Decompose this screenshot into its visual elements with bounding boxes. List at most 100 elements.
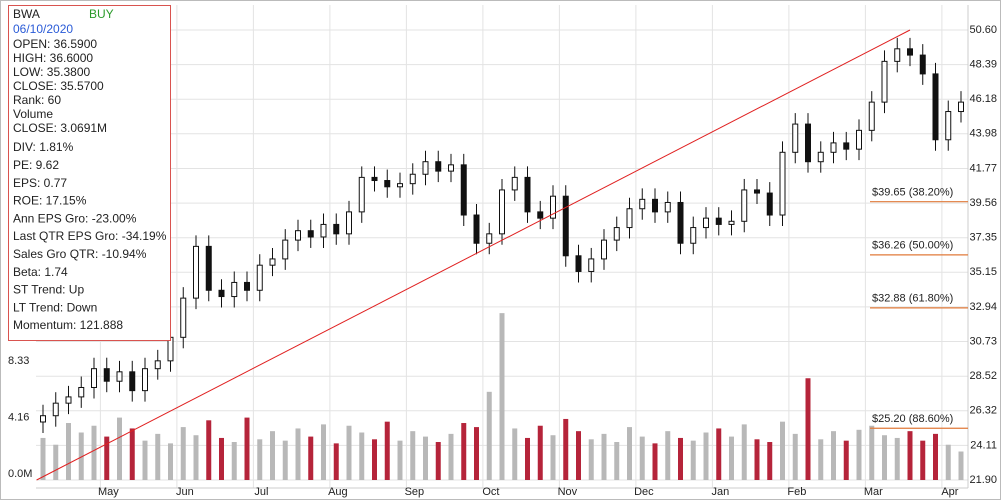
fib-label: $36.26 (50.00%) (872, 240, 953, 252)
candle-body (154, 360, 161, 370)
volume-bar (780, 421, 785, 480)
candle-body (562, 195, 569, 257)
volume (40, 313, 964, 480)
candle-body (180, 297, 187, 338)
fib-label: $32.88 (61.80%) (872, 293, 953, 305)
volume-bar (665, 431, 671, 480)
candle-body (256, 264, 263, 291)
volume-bar (129, 428, 135, 480)
candle-body (575, 255, 582, 272)
volume-bar (193, 435, 199, 480)
candle-body (805, 123, 811, 163)
candle-body (295, 230, 301, 241)
volume-bar (461, 423, 467, 480)
candle-body (715, 217, 722, 225)
info-line: Beta: 1.74 (13, 265, 68, 279)
volume-tick-label: 0.0M (8, 468, 32, 480)
info-line: ST Trend: Up (13, 283, 84, 297)
y-tick-label: 50.60 (969, 24, 997, 36)
candle-body (843, 142, 850, 150)
candle-body (728, 220, 735, 225)
candle-body (703, 217, 709, 229)
volume-bar (91, 425, 97, 480)
volume-bar (945, 444, 951, 480)
volume-bar (767, 442, 773, 480)
x-tick-label: Jan (712, 486, 730, 498)
volume-bar (117, 417, 122, 480)
volume-bar (525, 437, 530, 480)
y-tick-label: 35.15 (969, 266, 997, 278)
volume-bar (435, 442, 441, 480)
candle-body (499, 189, 505, 235)
volume-bar (741, 424, 747, 480)
volume-bar (333, 443, 339, 480)
candle-body (588, 258, 595, 272)
y-tick-label: 26.32 (969, 405, 997, 417)
candle-body (486, 233, 493, 244)
candle-body (945, 111, 952, 141)
volume-bar (690, 440, 696, 480)
volume-bar (499, 313, 505, 480)
volume-bar (869, 425, 875, 480)
candle-body (320, 223, 327, 238)
volume-bar (716, 428, 722, 480)
candle-body (932, 73, 939, 141)
candle-body (677, 201, 684, 244)
volume-bar (678, 437, 683, 480)
volume-bar (652, 443, 658, 480)
x-tick-label: Feb (787, 486, 806, 498)
y-tick-label: 39.56 (969, 197, 997, 209)
volume-bar (576, 431, 581, 480)
trendline (36, 29, 911, 481)
candle-body (52, 402, 59, 417)
candle-body (754, 189, 760, 194)
volume-bar (219, 437, 224, 480)
candle-body (142, 368, 148, 392)
price (40, 37, 964, 433)
y-tick-label: 21.90 (969, 474, 997, 486)
volume-bar (282, 440, 288, 480)
y-tick-label: 48.39 (969, 59, 997, 71)
volume-bar (244, 417, 250, 480)
info-line: Sales Gro QTR: -10.94% (13, 247, 147, 261)
overlays: $39.65 (38.20%) $36.26 (50.00%) $32.88 (61… (36, 29, 968, 481)
volume-bar (410, 431, 416, 480)
y-tick-label: 24.11 (970, 439, 997, 451)
candle-body (435, 161, 442, 172)
candle-body (333, 223, 340, 235)
volume-bar (346, 425, 352, 480)
volume-bar (142, 440, 148, 480)
candle-body (613, 227, 620, 241)
volume-bar (104, 436, 110, 480)
volume-bar (295, 428, 301, 480)
candle-body (40, 415, 46, 423)
candle-body (830, 142, 837, 153)
candle-body (779, 151, 786, 216)
info-line: CLOSE: 35.5700 (13, 79, 104, 93)
y-tick-label: 41.77 (969, 162, 997, 174)
volume-bar (958, 451, 964, 480)
candle-body (639, 198, 646, 210)
x-tick-label: Oct (482, 486, 499, 498)
x-tick-label: May (98, 486, 119, 498)
ticker: BWA (13, 7, 40, 21)
candle-body (448, 164, 454, 172)
y-tick-label: 43.98 (969, 128, 997, 140)
candle-body (766, 192, 773, 216)
y-tick-label: 46.18 (969, 93, 997, 105)
volume-bar (639, 436, 645, 480)
volume-bar (512, 428, 518, 480)
volume-bar (372, 439, 377, 480)
volume-bar (180, 427, 186, 480)
candle-body (205, 245, 212, 291)
candle-body (193, 245, 199, 299)
candle-body (346, 211, 352, 235)
candle-body (652, 198, 658, 213)
info-line: ROE: 17.15% (13, 194, 87, 208)
volume-bar (805, 378, 811, 480)
y-tick-label: 30.73 (969, 335, 997, 347)
x-tick-label: Apr (941, 486, 958, 498)
candle-body (244, 281, 250, 291)
info-line: CLOSE: 3.0691M (13, 121, 107, 135)
